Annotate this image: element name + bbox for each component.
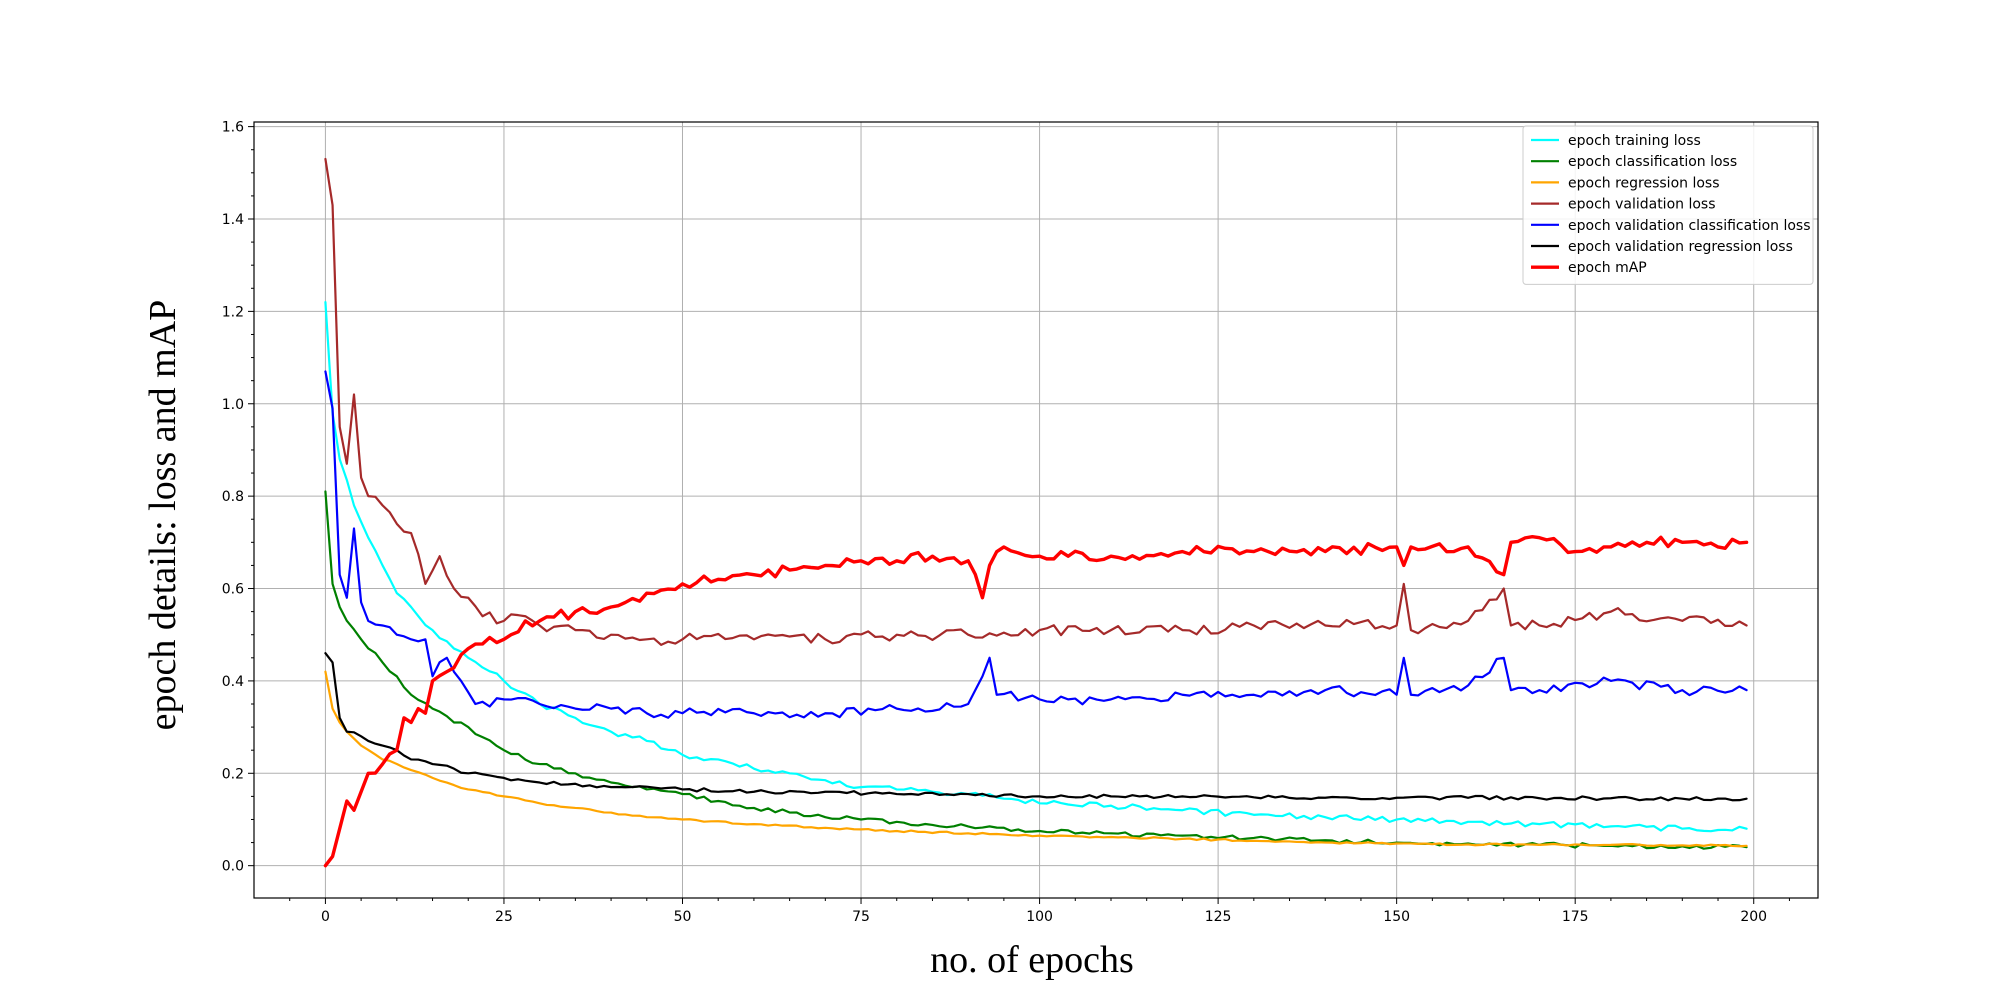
x-tick-label: 175 [1562,909,1589,925]
axis-ticks: 0 25 50 75 100 125 150 175 200 0.0 0.2 0.4 0.6 0.8 1.0… [222,120,1790,925]
legend: epoch training loss epoch classification … [1522,125,1814,285]
legend-label: epoch regression loss [1568,175,1720,191]
y-tick-label: 1.2 [222,304,244,320]
x-tick-label: 150 [1383,909,1410,925]
series-line-3 [324,157,1748,646]
x-axis-label: no. of epochs [930,939,1134,981]
legend-label: epoch classification loss [1568,154,1737,170]
x-tick-label: 125 [1205,909,1232,925]
series-line-1 [324,490,1748,850]
y-tick-label: 0.0 [222,859,244,875]
series-line-0 [324,301,1748,833]
y-tick-label: 1.4 [222,212,244,228]
y-axis-label: epoch details: loss and mAP [142,300,184,731]
series-line-5 [324,652,1748,802]
series-line-2 [324,670,1748,848]
x-tick-label: 50 [674,909,692,925]
legend-label: epoch mAP [1568,260,1647,276]
legend-label: epoch validation loss [1568,197,1716,213]
series-lines [323,157,1749,868]
legend-label: epoch training loss [1568,133,1701,149]
series-line-6 [323,535,1749,868]
x-tick-label: 75 [852,909,870,925]
y-tick-label: 1.0 [222,397,244,413]
legend-label: epoch validation regression loss [1568,239,1793,255]
x-tick-label: 0 [321,909,330,925]
x-tick-label: 25 [495,909,513,925]
plot-frame [253,121,1819,899]
y-tick-label: 0.2 [222,766,244,782]
x-tick-label: 100 [1026,909,1053,925]
y-tick-label: 0.6 [222,582,244,598]
y-tick-label: 0.8 [222,489,244,505]
y-tick-label: 1.6 [222,120,244,136]
legend-label: epoch validation classification loss [1568,218,1811,234]
x-tick-label: 200 [1740,909,1767,925]
legend-box [1522,125,1814,285]
series-line-4 [324,370,1748,719]
y-tick-label: 0.4 [222,674,244,690]
